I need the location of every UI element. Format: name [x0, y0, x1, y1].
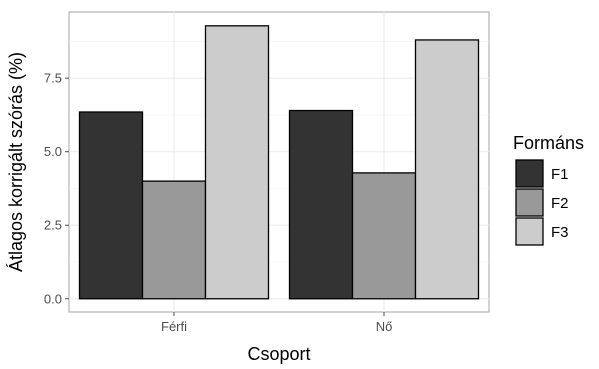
- bar: [288, 109, 354, 300]
- x-tick-label: Nő: [376, 319, 393, 334]
- legend-title: Formáns: [513, 133, 584, 153]
- y-tick-label: 0.0: [44, 291, 62, 306]
- bar: [351, 172, 417, 300]
- legend-key: [515, 159, 544, 188]
- legend-label: F2: [551, 195, 569, 212]
- bar: [204, 25, 270, 300]
- x-tick-label: Férfi: [161, 319, 187, 334]
- legend-label: F1: [551, 166, 569, 183]
- legend-key: [515, 188, 544, 217]
- y-tick-label: 7.5: [44, 71, 62, 86]
- bar: [414, 39, 480, 300]
- y-tick-label: 2.5: [44, 218, 62, 233]
- legend-key: [515, 217, 544, 246]
- bar: [78, 111, 144, 300]
- y-axis-title: Átlagos korrigált szórás (%): [6, 52, 26, 272]
- legend-items: F1 F2 F3: [515, 159, 569, 246]
- bar: [141, 180, 207, 300]
- legend-label: F3: [551, 224, 569, 241]
- x-axis-title: Csoport: [247, 344, 310, 364]
- bars: [78, 25, 480, 300]
- y-tick-label: 5.0: [44, 144, 62, 159]
- y-axis: 0.0 2.5 5.0 7.5: [44, 71, 69, 306]
- legend: Formáns F1 F2 F3: [513, 133, 584, 246]
- x-axis: Férfi Nő: [161, 312, 392, 334]
